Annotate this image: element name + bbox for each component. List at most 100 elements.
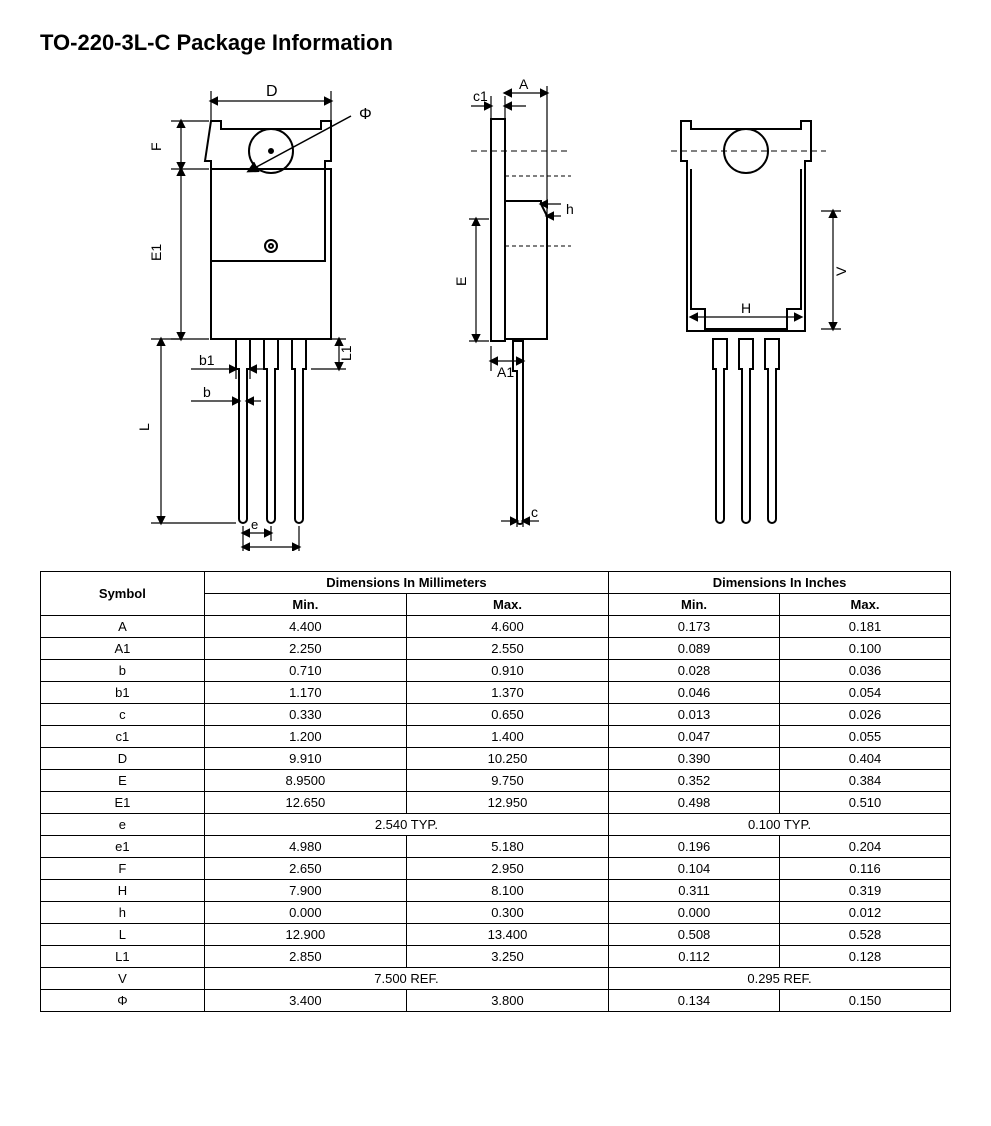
cell-in-span: 0.295 REF. [609, 968, 951, 990]
cell-in-min: 0.498 [609, 792, 780, 814]
dim-label-A: A [519, 76, 529, 92]
table-row: A12.2502.5500.0890.100 [41, 638, 951, 660]
back-view: H V [641, 71, 871, 551]
dim-label-L: L [136, 423, 152, 431]
cell-mm-min: 2.650 [204, 858, 406, 880]
dim-label-h: h [566, 201, 574, 217]
cell-in-min: 0.112 [609, 946, 780, 968]
cell-in-max: 0.026 [780, 704, 951, 726]
table-row: e14.9805.1800.1960.204 [41, 836, 951, 858]
th-mm-max: Max. [406, 594, 608, 616]
cell-in-min: 0.390 [609, 748, 780, 770]
th-in-min: Min. [609, 594, 780, 616]
cell-in-min: 0.352 [609, 770, 780, 792]
cell-mm-min: 8.9500 [204, 770, 406, 792]
dim-label-phi: Φ [359, 106, 372, 123]
cell-symbol: c [41, 704, 205, 726]
cell-mm-max: 5.180 [406, 836, 608, 858]
table-row: E112.65012.9500.4980.510 [41, 792, 951, 814]
cell-mm-max: 0.910 [406, 660, 608, 682]
th-mm-min: Min. [204, 594, 406, 616]
dim-label-H: H [741, 300, 751, 316]
cell-symbol: Φ [41, 990, 205, 1012]
cell-in-min: 0.508 [609, 924, 780, 946]
cell-in-max: 0.181 [780, 616, 951, 638]
cell-symbol: H [41, 880, 205, 902]
dim-label-b: b [203, 384, 211, 400]
dim-label-e1: e1 [261, 549, 275, 551]
cell-in-min: 0.000 [609, 902, 780, 924]
cell-mm-min: 7.900 [204, 880, 406, 902]
cell-mm-max: 10.250 [406, 748, 608, 770]
cell-mm-max: 2.950 [406, 858, 608, 880]
cell-mm-max: 8.100 [406, 880, 608, 902]
cell-mm-max: 3.800 [406, 990, 608, 1012]
cell-symbol: b1 [41, 682, 205, 704]
cell-symbol: A1 [41, 638, 205, 660]
table-row: b11.1701.3700.0460.054 [41, 682, 951, 704]
cell-in-max: 0.100 [780, 638, 951, 660]
cell-in-min: 0.134 [609, 990, 780, 1012]
cell-symbol: e1 [41, 836, 205, 858]
cell-in-max: 0.510 [780, 792, 951, 814]
cell-mm-max: 12.950 [406, 792, 608, 814]
cell-mm-max: 4.600 [406, 616, 608, 638]
dim-label-c: c [531, 504, 538, 520]
table-row: E8.95009.7500.3520.384 [41, 770, 951, 792]
table-row: L12.8503.2500.1120.128 [41, 946, 951, 968]
cell-mm-min: 12.650 [204, 792, 406, 814]
cell-mm-min: 3.400 [204, 990, 406, 1012]
table-row: D9.91010.2500.3900.404 [41, 748, 951, 770]
cell-mm-max: 2.550 [406, 638, 608, 660]
dim-label-c1: c1 [473, 88, 488, 104]
cell-in-min: 0.028 [609, 660, 780, 682]
dim-label-D: D [266, 83, 278, 100]
cell-mm-min: 2.850 [204, 946, 406, 968]
cell-mm-max: 3.250 [406, 946, 608, 968]
cell-symbol: A [41, 616, 205, 638]
table-row: H7.9008.1000.3110.319 [41, 880, 951, 902]
cell-in-min: 0.311 [609, 880, 780, 902]
cell-symbol: e [41, 814, 205, 836]
cell-mm-max: 1.400 [406, 726, 608, 748]
cell-symbol: D [41, 748, 205, 770]
cell-mm-min: 4.400 [204, 616, 406, 638]
cell-symbol: b [41, 660, 205, 682]
th-mm: Dimensions In Millimeters [204, 572, 608, 594]
dim-label-A1: A1 [497, 364, 514, 380]
dim-label-F: F [148, 142, 164, 151]
cell-in-max: 0.055 [780, 726, 951, 748]
cell-mm-max: 9.750 [406, 770, 608, 792]
cell-mm-max: 1.370 [406, 682, 608, 704]
th-in-max: Max. [780, 594, 951, 616]
table-row: Φ3.4003.8000.1340.150 [41, 990, 951, 1012]
dim-label-b1: b1 [199, 352, 215, 368]
cell-mm-min: 2.250 [204, 638, 406, 660]
cell-in-max: 0.054 [780, 682, 951, 704]
page-title: TO-220-3L-C Package Information [40, 30, 951, 56]
cell-symbol: c1 [41, 726, 205, 748]
table-row: c0.3300.6500.0130.026 [41, 704, 951, 726]
cell-in-max: 0.012 [780, 902, 951, 924]
cell-in-min: 0.046 [609, 682, 780, 704]
table-row: V7.500 REF.0.295 REF. [41, 968, 951, 990]
cell-mm-min: 0.710 [204, 660, 406, 682]
cell-symbol: V [41, 968, 205, 990]
front-view: D Φ F E1 L b1 b L1 [121, 71, 401, 551]
dim-label-E1: E1 [148, 244, 164, 261]
cell-in-min: 0.173 [609, 616, 780, 638]
dim-label-e: e [251, 517, 258, 532]
cell-symbol: L [41, 924, 205, 946]
cell-in-max: 0.204 [780, 836, 951, 858]
cell-mm-min: 0.330 [204, 704, 406, 726]
cell-mm-min: 4.980 [204, 836, 406, 858]
cell-in-min: 0.089 [609, 638, 780, 660]
cell-symbol: L1 [41, 946, 205, 968]
th-in: Dimensions In Inches [609, 572, 951, 594]
table-row: F2.6502.9500.1040.116 [41, 858, 951, 880]
cell-in-span: 0.100 TYP. [609, 814, 951, 836]
cell-mm-min: 0.000 [204, 902, 406, 924]
table-row: h0.0000.3000.0000.012 [41, 902, 951, 924]
dim-label-L1: L1 [338, 345, 354, 361]
cell-mm-min: 12.900 [204, 924, 406, 946]
